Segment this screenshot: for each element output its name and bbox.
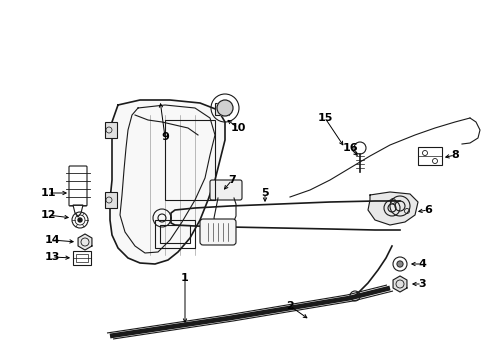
Polygon shape	[367, 192, 417, 225]
Text: 13: 13	[44, 252, 60, 262]
Text: 4: 4	[417, 259, 425, 269]
Text: 3: 3	[417, 279, 425, 289]
Polygon shape	[110, 100, 224, 264]
Circle shape	[396, 261, 402, 267]
Text: 15: 15	[317, 113, 332, 123]
Bar	[387, 196, 411, 216]
Bar	[155, 220, 195, 248]
Text: 7: 7	[228, 175, 235, 185]
Bar	[76, 254, 88, 262]
Bar	[105, 192, 117, 208]
Circle shape	[217, 100, 232, 116]
Bar	[164, 120, 215, 200]
Text: 1: 1	[181, 273, 188, 283]
Circle shape	[78, 218, 82, 222]
Text: 16: 16	[342, 143, 357, 153]
Text: 6: 6	[423, 205, 431, 215]
Polygon shape	[78, 234, 92, 250]
FancyBboxPatch shape	[200, 219, 236, 245]
Text: 5: 5	[261, 188, 268, 198]
Bar	[215, 103, 228, 115]
Text: 10: 10	[230, 123, 245, 133]
Text: 14: 14	[44, 235, 60, 245]
Polygon shape	[73, 205, 83, 217]
Polygon shape	[392, 276, 406, 292]
Text: 11: 11	[40, 188, 56, 198]
Bar	[73, 251, 91, 265]
FancyBboxPatch shape	[69, 166, 87, 206]
Bar	[160, 225, 190, 243]
Bar	[417, 147, 441, 165]
Text: 2: 2	[285, 301, 293, 311]
Text: 8: 8	[450, 150, 458, 160]
Text: 9: 9	[161, 132, 168, 142]
FancyBboxPatch shape	[209, 180, 242, 200]
Text: 12: 12	[40, 210, 56, 220]
Bar	[105, 122, 117, 138]
